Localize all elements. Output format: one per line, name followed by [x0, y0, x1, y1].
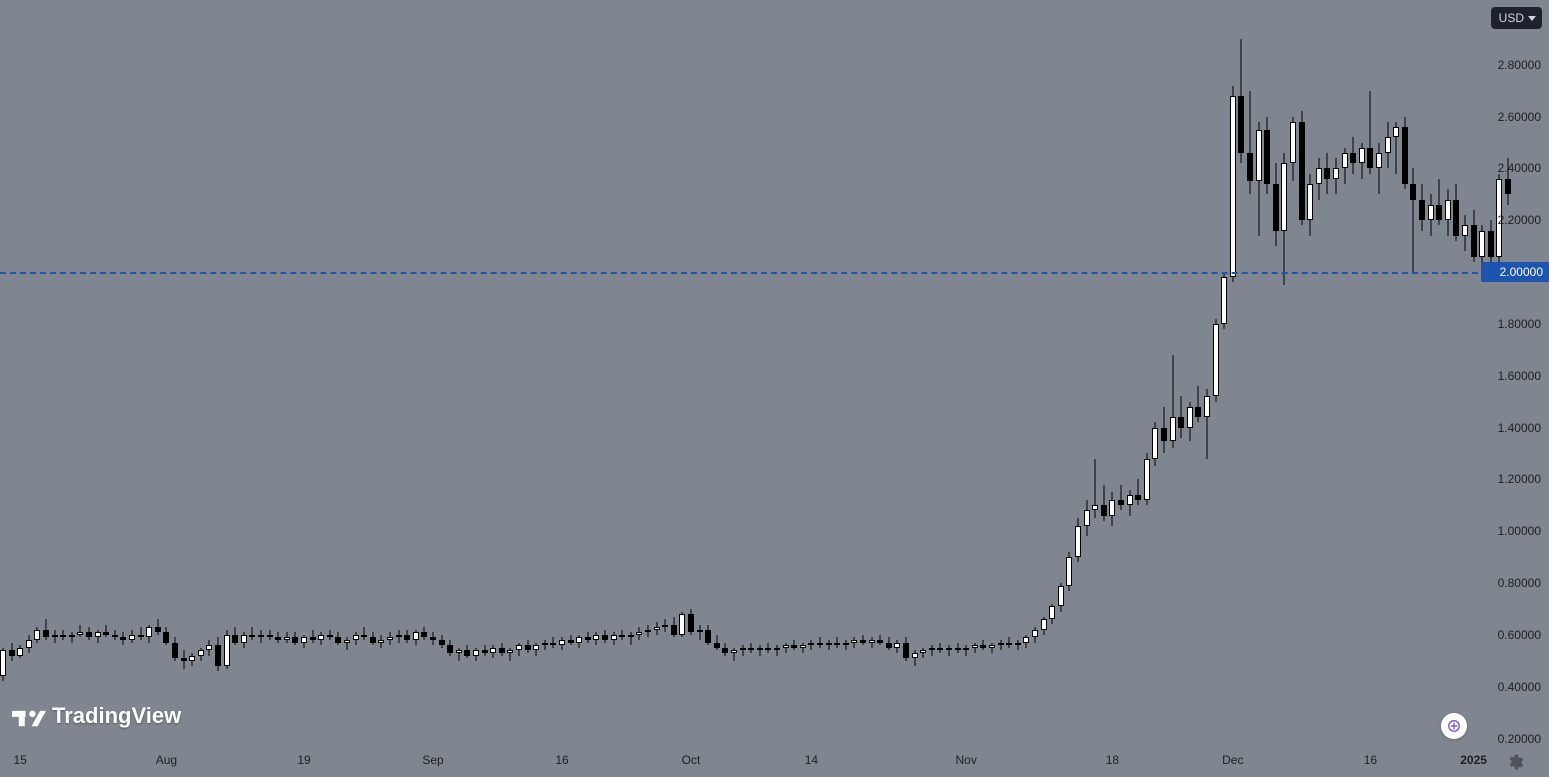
horizontal-support-line[interactable] [0, 272, 1478, 274]
crosshair-plus-icon [1447, 719, 1461, 733]
price-axis-tick: 2.40000 [1481, 161, 1541, 175]
tradingview-logo-text: TradingView [52, 703, 181, 729]
axis-settings-button[interactable] [1506, 753, 1524, 771]
time-axis-tick: Oct [682, 753, 701, 767]
gear-icon [1506, 753, 1524, 771]
price-axis-tick: 1.40000 [1481, 421, 1541, 435]
time-axis-tick: Dec [1222, 753, 1243, 767]
price-axis[interactable]: 3.000002.800002.600002.400002.200001.800… [1478, 0, 1549, 745]
tradingview-logo-icon [12, 705, 46, 727]
time-axis-tick: 16 [1364, 753, 1377, 767]
time-axis-tick: Nov [956, 753, 977, 767]
time-axis-tick: 14 [805, 753, 818, 767]
price-axis-tick: 2.60000 [1481, 110, 1541, 124]
price-axis-tick: 0.40000 [1481, 680, 1541, 694]
time-axis-tick: 2025 [1460, 753, 1487, 767]
time-axis-tick: 19 [297, 753, 310, 767]
price-axis-tick: 1.00000 [1481, 524, 1541, 538]
price-axis-tick: 0.20000 [1481, 732, 1541, 746]
time-axis-tick: 18 [1106, 753, 1119, 767]
price-axis-tick: 0.80000 [1481, 576, 1541, 590]
time-axis[interactable]: 15Aug19Sep16Oct14Nov18Dec162025 [0, 745, 1478, 777]
time-axis-tick: 16 [555, 753, 568, 767]
chart-root: 2.00000 3.000002.800002.600002.400002.20… [0, 0, 1549, 777]
tradingview-logo: TradingView [12, 703, 181, 729]
price-axis-tick: 1.60000 [1481, 369, 1541, 383]
price-axis-tick: 1.80000 [1481, 317, 1541, 331]
time-axis-tick: Sep [422, 753, 443, 767]
currency-selector[interactable]: USD [1491, 7, 1542, 29]
currency-selector-label: USD [1499, 11, 1524, 25]
time-axis-tick: 15 [14, 753, 27, 767]
price-axis-tick: 1.20000 [1481, 472, 1541, 486]
snap-to-latest-button[interactable] [1441, 713, 1467, 739]
time-axis-tick: Aug [156, 753, 177, 767]
price-axis-tick: 2.80000 [1481, 58, 1541, 72]
chart-plot-area[interactable] [0, 0, 1478, 745]
price-axis-tick: 2.20000 [1481, 213, 1541, 227]
price-axis-tick: 0.60000 [1481, 628, 1541, 642]
